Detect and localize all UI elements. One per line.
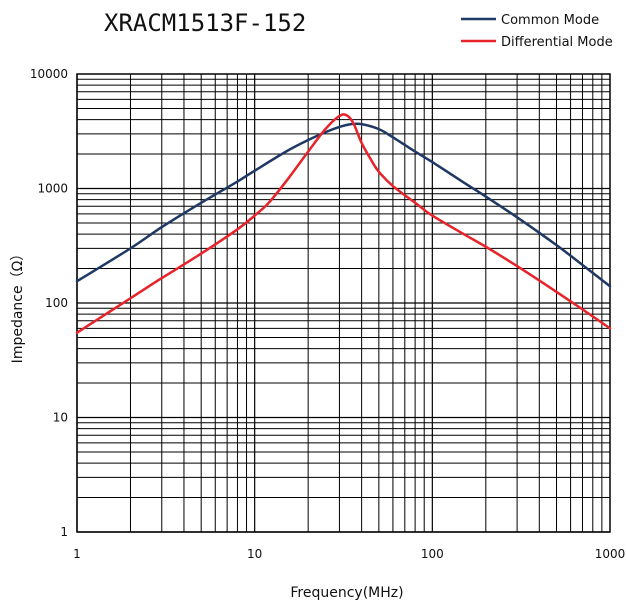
y-tick-label: 100 (45, 296, 68, 310)
y-tick-label: 10 (53, 411, 68, 425)
legend-label-common-mode: Common Mode (501, 13, 599, 28)
series-line-common-mode (75, 122, 612, 288)
x-tick-label: 10 (247, 547, 262, 561)
series-layer (75, 113, 612, 334)
y-tick-label: 10000 (30, 67, 68, 81)
series-line-differential-mode (75, 113, 612, 334)
legend: Common Mode Differential Mode (461, 13, 613, 50)
y-tick-label: 1000 (37, 182, 68, 196)
legend-label-differential-mode: Differential Mode (501, 35, 613, 50)
x-axis-label: Frequency(MHz) (290, 585, 403, 601)
x-tick-label: 100 (421, 547, 444, 561)
y-tick-label: 1 (60, 525, 68, 539)
tick-labels: 1 10 100 1000 1 10 100 1000 10000 (30, 67, 625, 561)
chart-title: XRACM1513F-152 (104, 9, 306, 37)
y-axis-label: Impedance（Ω） (10, 247, 26, 364)
grid (76, 74, 610, 533)
x-tick-label: 1 (73, 547, 81, 561)
x-tick-label: 1000 (595, 547, 626, 561)
plot-frame (76, 73, 611, 533)
